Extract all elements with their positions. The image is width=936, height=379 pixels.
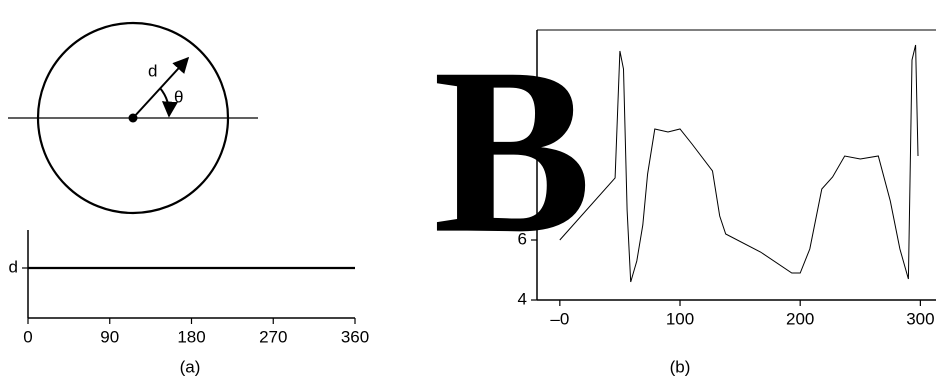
circle-diagram: d θ bbox=[8, 21, 258, 215]
x-tick-label: 90 bbox=[100, 327, 119, 346]
x-tick-label: 0 bbox=[23, 327, 32, 346]
radius-label: d bbox=[148, 61, 157, 80]
x-tick-label: 270 bbox=[259, 327, 287, 346]
y-tick-label: 6 bbox=[518, 229, 527, 248]
caption: (a) bbox=[180, 357, 201, 376]
x-tick-label: 200 bbox=[786, 309, 814, 328]
x-tick-label: –0 bbox=[550, 309, 569, 328]
x-tick-label: 300 bbox=[906, 309, 934, 328]
y-tick-label: 4 bbox=[518, 289, 527, 308]
angle-arrow bbox=[159, 87, 178, 118]
data-line bbox=[559, 44, 919, 283]
letter-glyph: B bbox=[433, 20, 592, 283]
center-point bbox=[128, 113, 138, 123]
x-tick-label: 100 bbox=[666, 309, 694, 328]
x-tick-label: 360 bbox=[341, 327, 369, 346]
caption: (b) bbox=[670, 357, 691, 376]
angle-label: θ bbox=[174, 87, 183, 106]
y-tick-label: d bbox=[9, 257, 18, 276]
x-tick-label: 180 bbox=[177, 327, 205, 346]
